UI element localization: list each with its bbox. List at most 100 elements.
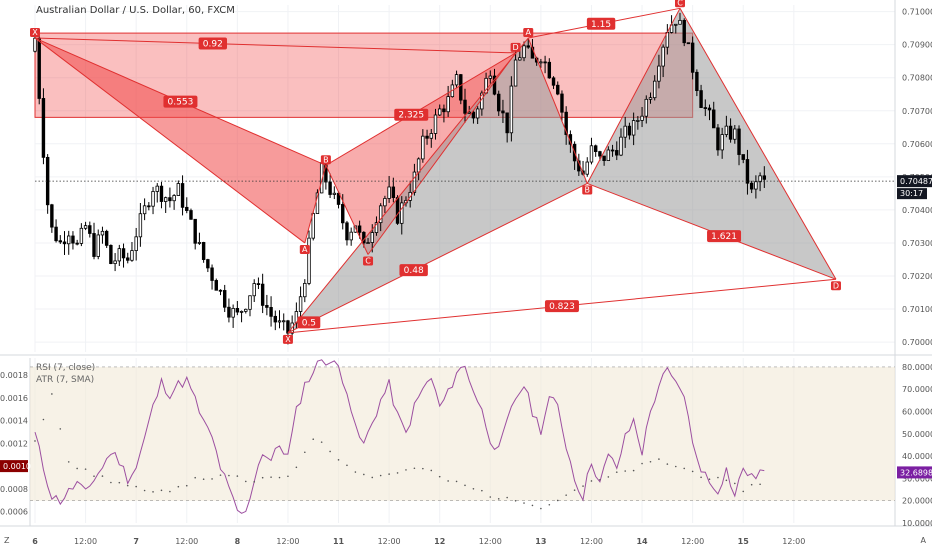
candle-body (707, 107, 712, 111)
candle-body (442, 108, 446, 113)
atr-point (565, 494, 567, 496)
atr-tick-label: 0.0018 (0, 371, 28, 380)
candle-body (429, 133, 433, 139)
candle (130, 242, 134, 262)
candle (227, 298, 231, 323)
candle-body (298, 296, 303, 312)
atr-point (363, 473, 365, 476)
candle (336, 191, 341, 209)
atr-point (278, 476, 281, 479)
candle-body (501, 110, 505, 114)
candle (210, 264, 214, 290)
candle (446, 85, 450, 117)
candle (657, 54, 661, 89)
candle (189, 208, 193, 220)
candle (724, 115, 729, 138)
auto-scale-button[interactable]: A (921, 536, 927, 545)
candle-body (387, 186, 391, 199)
pattern1-xab (35, 38, 326, 243)
candle-body (454, 74, 459, 86)
atr-point (185, 484, 188, 487)
candle-body (185, 206, 189, 211)
atr-point (531, 504, 534, 507)
price-tick-label: 0.70600 (902, 140, 932, 149)
pattern-line (367, 52, 516, 255)
atr-point (67, 461, 70, 463)
atr-point (447, 480, 449, 482)
point-label: B (323, 155, 329, 164)
candle-body (459, 74, 463, 101)
candle (307, 230, 311, 286)
atr-value-box (0, 460, 28, 473)
time-tick-label: 12:00 (580, 537, 603, 546)
candle-body (518, 57, 522, 61)
atr-point (270, 476, 272, 478)
atr-point (253, 481, 256, 483)
atr-point (464, 484, 466, 487)
candle (433, 108, 438, 140)
candle-body (374, 222, 379, 233)
candle-body (619, 136, 623, 156)
candle (741, 154, 745, 164)
candle-body (109, 244, 113, 264)
candle-body (41, 98, 46, 158)
candle (712, 101, 716, 129)
candle (214, 278, 218, 291)
atr-point (379, 474, 382, 477)
candle (231, 304, 235, 328)
candle (383, 195, 387, 214)
atr-tick-label: 0.0012 (0, 439, 28, 448)
candle (349, 227, 353, 246)
time-tick-label: 7 (133, 537, 139, 546)
atr-point (304, 451, 306, 454)
candle-body (648, 97, 653, 100)
atr-point (430, 469, 433, 472)
candle (556, 81, 560, 96)
rsi-value-label: 32.6898 (900, 468, 932, 477)
point-label: D (513, 43, 519, 52)
atr-point (219, 474, 222, 476)
point-label: B (585, 185, 591, 194)
atr-point (396, 472, 399, 474)
candle-body (210, 267, 214, 281)
price-tick-label: 0.70400 (902, 206, 932, 215)
atr-point (632, 469, 635, 472)
price-tick-label: 0.70000 (902, 338, 932, 347)
candle-body (446, 96, 450, 113)
time-tick-label: 12:00 (681, 537, 704, 546)
pattern-line (287, 37, 529, 334)
atr-point (548, 503, 551, 506)
ratio-label: 1.621 (707, 230, 742, 243)
candle-body (201, 242, 206, 260)
candle (315, 189, 320, 214)
rsi-tick-label: 60.0000 (902, 408, 932, 417)
atr-tick-label: 0.0014 (0, 417, 28, 426)
candle (522, 41, 526, 62)
candle-body (83, 225, 88, 229)
ratio-value: 0.92 (203, 40, 223, 50)
point-badge (830, 281, 841, 291)
candle-body (644, 98, 648, 117)
candle (180, 175, 185, 216)
candle (256, 277, 261, 290)
candle-body (556, 84, 560, 95)
candle-body (758, 175, 762, 183)
candle (505, 112, 509, 143)
candle-body (222, 290, 227, 308)
candle (497, 90, 501, 116)
candle-body (526, 45, 530, 48)
point-label: C (677, 0, 683, 7)
ratio-label: 2.325 (394, 108, 429, 121)
candle-body (543, 61, 547, 64)
atr-point (101, 475, 104, 477)
pattern-point-x: X (282, 334, 293, 344)
timezone-button[interactable]: Z (4, 536, 10, 545)
candle-body (277, 320, 282, 323)
candle-body (640, 115, 644, 121)
candle (589, 137, 594, 165)
atr-point (152, 491, 154, 493)
candle-body (88, 225, 92, 234)
candle (754, 175, 758, 199)
candle-body (674, 23, 678, 26)
